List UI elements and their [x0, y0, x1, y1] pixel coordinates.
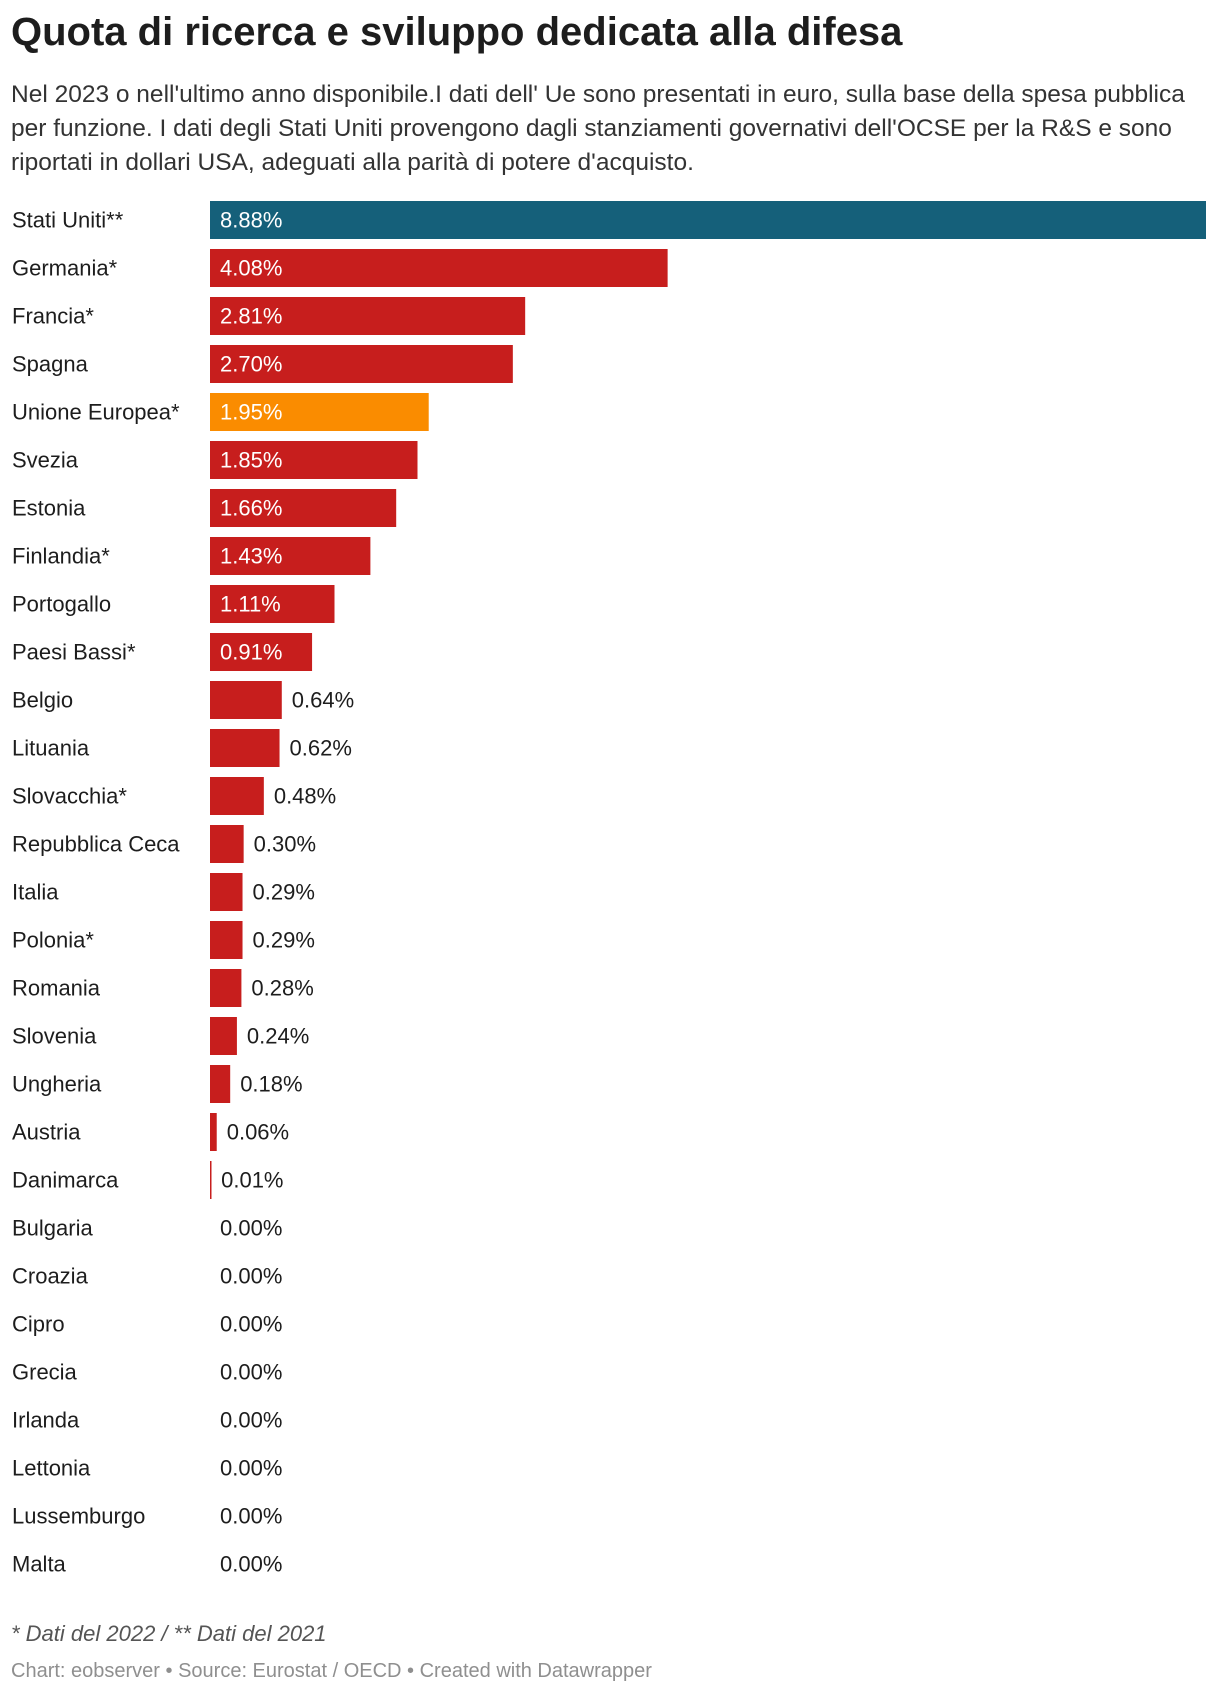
value-label-italia: 0.29%	[253, 880, 315, 905]
value-label-austria: 0.06%	[227, 1120, 289, 1145]
value-label-stati-uniti: 8.88%	[220, 208, 282, 233]
value-label-francia: 2.81%	[220, 304, 282, 329]
bar-svezia[interactable]	[210, 441, 418, 479]
chart-byline[interactable]: Chart: eobserver • Source: Eurostat / OE…	[11, 1660, 652, 1682]
value-label-croazia: 0.00%	[220, 1264, 282, 1289]
category-label-portogallo: Portogallo	[12, 592, 111, 617]
bar-estonia[interactable]	[210, 489, 397, 527]
category-label-cipro: Cipro	[12, 1312, 65, 1337]
value-label-irlanda: 0.00%	[220, 1408, 282, 1433]
bar-polonia[interactable]	[210, 921, 243, 959]
category-label-lituania: Lituania	[12, 736, 90, 761]
bar-germania[interactable]	[210, 249, 668, 287]
chart-subtitle: Nel 2023 o nell'ultimo anno disponibile.…	[11, 81, 1185, 176]
category-label-svezia: Svezia	[12, 448, 79, 473]
bar-finlandia[interactable]	[210, 537, 371, 575]
category-label-francia: Francia*	[12, 304, 94, 329]
chart-title: Quota di ricerca e sviluppo dedicata all…	[11, 10, 903, 54]
bar-austria[interactable]	[210, 1113, 217, 1151]
value-label-grecia: 0.00%	[220, 1360, 282, 1385]
value-label-bulgaria: 0.00%	[220, 1216, 282, 1241]
bar-italia[interactable]	[210, 873, 243, 911]
category-label-slovacchia: Slovacchia*	[12, 784, 127, 809]
value-label-ungheria: 0.18%	[240, 1072, 302, 1097]
category-label-unione-europea: Unione Europea*	[12, 400, 180, 425]
category-label-irlanda: Irlanda	[12, 1408, 80, 1433]
bar-lituania[interactable]	[210, 729, 280, 767]
bar-ungheria[interactable]	[210, 1065, 231, 1103]
bar-francia[interactable]	[210, 297, 526, 335]
bar-slovacchia[interactable]	[210, 777, 264, 815]
value-label-slovacchia: 0.48%	[274, 784, 336, 809]
bar-rows: Stati Uniti** 8.88% Germania* 4.08% Francia*…	[12, 201, 1206, 1577]
category-label-repubblica-ceca: Repubblica Ceca	[12, 832, 180, 857]
chart-notes: * Dati del 2022 / ** Dati del 2021	[11, 1621, 327, 1646]
bar-repubblica-ceca[interactable]	[210, 825, 244, 863]
category-label-lettonia: Lettonia	[12, 1456, 91, 1481]
value-label-danimarca: 0.01%	[221, 1168, 283, 1193]
category-label-stati-uniti: Stati Uniti**	[12, 208, 124, 233]
category-label-danimarca: Danimarca	[12, 1168, 119, 1193]
value-label-repubblica-ceca: 0.30%	[254, 832, 316, 857]
value-label-paesi-bassi: 0.91%	[220, 640, 282, 665]
bar-spagna[interactable]	[210, 345, 513, 383]
category-label-austria: Austria	[12, 1120, 81, 1145]
category-label-belgio: Belgio	[12, 688, 73, 713]
category-label-croazia: Croazia	[12, 1264, 89, 1289]
bar-paesi-bassi[interactable]	[210, 633, 313, 671]
bar-danimarca[interactable]	[210, 1161, 212, 1199]
value-label-lettonia: 0.00%	[220, 1456, 282, 1481]
value-label-lussemburgo: 0.00%	[220, 1504, 282, 1529]
value-label-belgio: 0.64%	[292, 688, 354, 713]
bar-romania[interactable]	[210, 969, 242, 1007]
category-label-germania: Germania*	[12, 256, 118, 281]
bar-belgio[interactable]	[210, 681, 282, 719]
category-label-bulgaria: Bulgaria	[12, 1216, 93, 1241]
category-label-polonia: Polonia*	[12, 928, 94, 953]
value-label-finlandia: 1.43%	[220, 544, 282, 569]
bar-portogallo[interactable]	[210, 585, 335, 623]
category-label-malta: Malta	[12, 1552, 67, 1577]
category-label-romania: Romania	[12, 976, 101, 1001]
value-label-germania: 4.08%	[220, 256, 282, 281]
value-label-slovenia: 0.24%	[247, 1024, 309, 1049]
category-label-finlandia: Finlandia*	[12, 544, 110, 569]
bar-slovenia[interactable]	[210, 1017, 237, 1055]
category-label-italia: Italia	[12, 880, 59, 905]
value-label-estonia: 1.66%	[220, 496, 282, 521]
value-label-romania: 0.28%	[251, 976, 313, 1001]
category-label-ungheria: Ungheria	[12, 1072, 102, 1097]
value-label-polonia: 0.29%	[253, 928, 315, 953]
category-label-slovenia: Slovenia	[12, 1024, 97, 1049]
category-label-estonia: Estonia	[12, 496, 86, 521]
value-label-portogallo: 1.11%	[220, 592, 281, 617]
value-label-malta: 0.00%	[220, 1552, 282, 1577]
category-label-lussemburgo: Lussemburgo	[12, 1504, 145, 1529]
value-label-unione-europea: 1.95%	[220, 400, 282, 425]
value-label-cipro: 0.00%	[220, 1312, 282, 1337]
value-label-lituania: 0.62%	[290, 736, 352, 761]
category-label-grecia: Grecia	[12, 1360, 78, 1385]
category-label-paesi-bassi: Paesi Bassi*	[12, 640, 136, 665]
bar-stati-uniti[interactable]	[210, 201, 1206, 239]
category-label-spagna: Spagna	[12, 352, 89, 377]
bar-unione-europea[interactable]	[210, 393, 429, 431]
value-label-svezia: 1.85%	[220, 448, 282, 473]
bar-chart: Stati Uniti** 8.88% Germania* 4.08% Francia*…	[12, 201, 1206, 1577]
value-label-spagna: 2.70%	[220, 352, 282, 377]
